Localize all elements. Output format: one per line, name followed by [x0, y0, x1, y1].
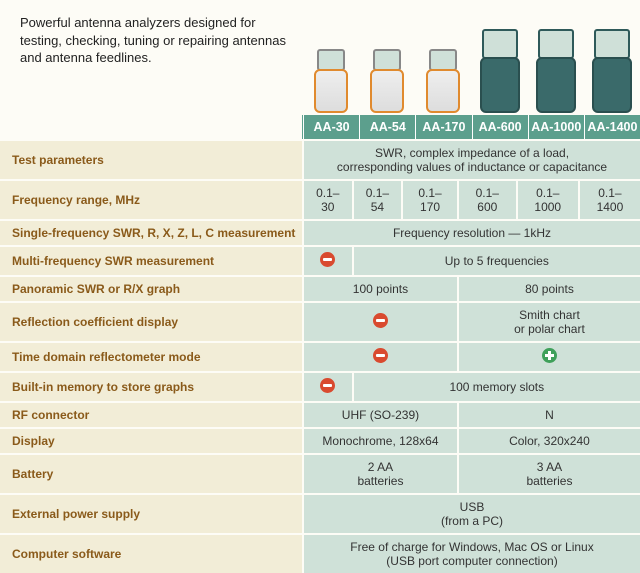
- device-aa-1000: [534, 29, 578, 113]
- col-header: AA-170: [415, 115, 471, 139]
- table-row: Time domain reflectometer mode: [0, 342, 640, 372]
- minus-icon: [373, 348, 388, 363]
- spec-table: Test parametersSWR, complex impedance of…: [0, 139, 640, 573]
- value-cell: Up to 5 frequencies: [353, 246, 640, 276]
- table-row: Battery2 AAbatteries3 AAbatteries: [0, 454, 640, 494]
- header-spacer: [0, 115, 303, 139]
- value-cell: Color, 320x240: [458, 428, 640, 454]
- row-label: Battery: [0, 454, 303, 494]
- device-aa-1400: [590, 29, 634, 113]
- table-row: Test parametersSWR, complex impedance of…: [0, 140, 640, 180]
- header-row: AA-30 AA-54 AA-170 AA-600 AA-1000 AA-140…: [0, 115, 640, 139]
- value-cell: 0.1–54: [353, 180, 403, 220]
- col-header: AA-600: [472, 115, 528, 139]
- top-row: Powerful antenna analyzers designed for …: [0, 0, 640, 115]
- device-aa-600: [478, 29, 522, 113]
- value-cell: Frequency resolution — 1kHz: [303, 220, 640, 246]
- value-cell: 0.1–30: [303, 180, 353, 220]
- value-cell: SWR, complex impedance of a load,corresp…: [303, 140, 640, 180]
- device-aa-170: [421, 49, 465, 113]
- table-row: Single-frequency SWR, R, X, Z, L, C meas…: [0, 220, 640, 246]
- col-header: AA-54: [359, 115, 415, 139]
- device-aa-54: [365, 49, 409, 113]
- minus-icon: [373, 313, 388, 328]
- minus-icon: [320, 378, 335, 393]
- row-label: Multi-frequency SWR measurement: [0, 246, 303, 276]
- row-label: Test parameters: [0, 140, 303, 180]
- value-cell: 0.1–170: [402, 180, 458, 220]
- device-aa-30: [309, 49, 353, 113]
- value-cell: [303, 372, 353, 402]
- col-header: AA-30: [303, 115, 359, 139]
- value-cell: 80 points: [458, 276, 640, 302]
- value-cell: N: [458, 402, 640, 428]
- row-label: RF connector: [0, 402, 303, 428]
- table-row: External power supplyUSB(from a PC): [0, 494, 640, 534]
- row-label: Panoramic SWR or R/X graph: [0, 276, 303, 302]
- comparison-table: Powerful antenna analyzers designed for …: [0, 0, 640, 573]
- row-label: Built-in memory to store graphs: [0, 372, 303, 402]
- value-cell: Monochrome, 128x64: [303, 428, 458, 454]
- value-cell: [303, 342, 458, 372]
- row-label: External power supply: [0, 494, 303, 534]
- intro-text: Powerful antenna analyzers designed for …: [0, 0, 303, 115]
- value-cell: 2 AAbatteries: [303, 454, 458, 494]
- row-label: Reflection coefficient display: [0, 302, 303, 342]
- value-cell: 3 AAbatteries: [458, 454, 640, 494]
- value-cell: 0.1–1400: [579, 180, 640, 220]
- value-cell: [303, 246, 353, 276]
- table-row: Frequency range, MHz0.1–300.1–540.1–1700…: [0, 180, 640, 220]
- table-row: Built-in memory to store graphs 100 memor…: [0, 372, 640, 402]
- value-cell: Smith chartor polar chart: [458, 302, 640, 342]
- value-cell: 0.1– 600: [458, 180, 517, 220]
- value-cell: [458, 342, 640, 372]
- value-cell: 0.1–1000: [517, 180, 579, 220]
- row-label: Time domain reflectometer mode: [0, 342, 303, 372]
- value-cell: 100 points: [303, 276, 458, 302]
- value-cell: [303, 302, 458, 342]
- table-row: Computer softwareFree of charge for Wind…: [0, 534, 640, 573]
- minus-icon: [320, 252, 335, 267]
- row-label: Single-frequency SWR, R, X, Z, L, C meas…: [0, 220, 303, 246]
- table-row: Reflection coefficient display Smith char…: [0, 302, 640, 342]
- col-header: AA-1400: [584, 115, 640, 139]
- row-label: Display: [0, 428, 303, 454]
- table-row: RF connectorUHF (SO-239)N: [0, 402, 640, 428]
- row-label: Frequency range, MHz: [0, 180, 303, 220]
- value-cell: UHF (SO-239): [303, 402, 458, 428]
- col-header: AA-1000: [528, 115, 584, 139]
- value-cell: Free of charge for Windows, Mac OS or Li…: [303, 534, 640, 573]
- row-label: Computer software: [0, 534, 303, 573]
- table-row: DisplayMonochrome, 128x64Color, 320x240: [0, 428, 640, 454]
- device-images: [303, 0, 640, 115]
- value-cell: USB(from a PC): [303, 494, 640, 534]
- value-cell: 100 memory slots: [353, 372, 640, 402]
- plus-icon: [542, 348, 557, 363]
- table-row: Panoramic SWR or R/X graph100 points80 p…: [0, 276, 640, 302]
- table-row: Multi-frequency SWR measurement Up to 5 f…: [0, 246, 640, 276]
